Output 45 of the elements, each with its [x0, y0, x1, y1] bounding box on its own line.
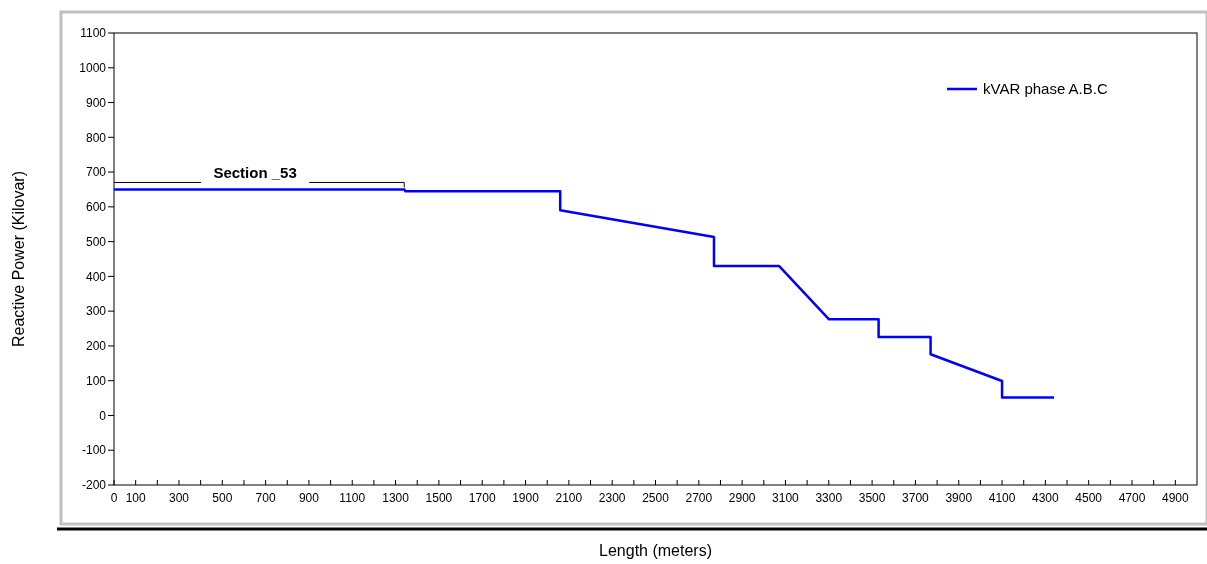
y-tick-label: 1000: [79, 60, 107, 75]
y-tick-label: 600: [85, 200, 107, 215]
y-tick-label: 700: [85, 165, 107, 180]
x-tick-label: 1100: [339, 491, 366, 505]
y-tick-label: 300: [85, 304, 107, 319]
x-tick-label: 2300: [598, 491, 626, 505]
x-tick-label: 4300: [1032, 491, 1060, 505]
x-tick-label: 4100: [988, 491, 1016, 505]
x-tick-label: 4500: [1075, 491, 1103, 505]
x-tick-label: 1700: [468, 491, 496, 505]
x-tick-label: 1900: [512, 491, 540, 505]
x-tick-label: 3300: [815, 491, 843, 505]
legend-label: kVAR phase A.B.C: [983, 80, 1108, 98]
x-tick-label: 1300: [382, 491, 410, 505]
x-tick-label: 2500: [642, 491, 670, 505]
x-tick-label: 3500: [858, 491, 886, 505]
y-tick-label: -200: [81, 478, 107, 493]
x-tick-label: 2100: [555, 491, 583, 505]
x-tick-label: 2900: [728, 491, 756, 505]
y-tick-label: 1100: [80, 26, 107, 41]
x-tick-label: 700: [255, 491, 276, 505]
x-tick-label: 2700: [685, 491, 713, 505]
y-tick-label: 0: [99, 408, 107, 423]
annotation: Section _53: [213, 164, 297, 182]
line-series: [112, 188, 1056, 399]
x-tick-label: 100: [125, 491, 146, 505]
x-tick-label: 300: [168, 491, 190, 505]
x-tick-label: 500: [212, 491, 233, 505]
x-tick-label: 4700: [1118, 491, 1146, 505]
y-tick-label: 200: [85, 339, 107, 354]
y-tick-label: -100: [81, 443, 107, 458]
y-axis-title: Reactive Power (Kilovar): [10, 170, 27, 348]
x-tick-label: 3900: [945, 491, 973, 505]
x-tick-label: 0: [110, 491, 118, 505]
x-tick-label: 900: [298, 491, 320, 505]
x-tick-label: 3100: [772, 491, 800, 505]
x-tick-label: 4900: [1161, 491, 1190, 505]
x-tick-label: 3700: [902, 491, 930, 505]
y-tick-label: 500: [85, 234, 107, 249]
y-tick-label: 400: [85, 269, 107, 284]
x-tick-label: 1500: [425, 491, 453, 505]
y-tick-label: 100: [85, 373, 107, 388]
y-tick-label: 900: [85, 95, 107, 110]
y-tick-label: 800: [85, 130, 107, 145]
x-axis-title: Length (meters): [599, 542, 712, 559]
